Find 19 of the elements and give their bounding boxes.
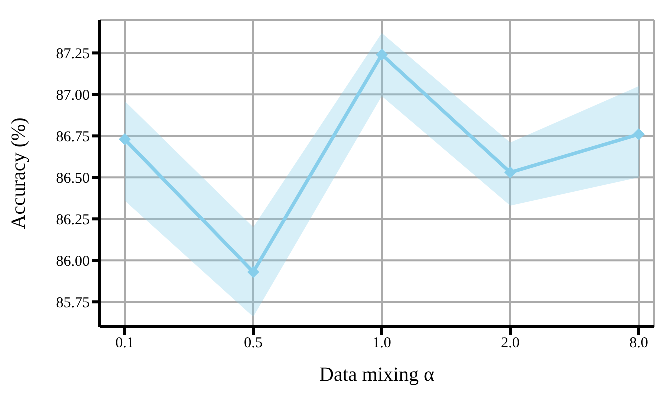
x-axis-title: Data mixing α — [320, 364, 435, 386]
y-tick-label: 87.00 — [56, 88, 90, 104]
x-tick-label: 8.0 — [630, 336, 648, 352]
y-tick-label: 86.50 — [56, 170, 90, 187]
y-tick-label: 86.75 — [56, 129, 90, 146]
y-axis-title: Accuracy (%) — [8, 118, 30, 230]
x-tick-label: 1.0 — [372, 336, 392, 352]
point — [504, 166, 516, 179]
y-tick-label: 85.75 — [56, 295, 90, 312]
x-tick-label: 2.0 — [501, 336, 520, 352]
y-tick-label: 86.00 — [56, 254, 90, 270]
y-tick-label: 87.25 — [56, 46, 90, 63]
x-tick-label: 0.1 — [116, 336, 134, 352]
y-tick-label: 86.25 — [56, 212, 90, 228]
x-tick-label: 0.5 — [244, 336, 263, 352]
point — [633, 128, 645, 141]
point — [248, 266, 260, 278]
point — [376, 48, 388, 61]
point — [119, 133, 131, 146]
